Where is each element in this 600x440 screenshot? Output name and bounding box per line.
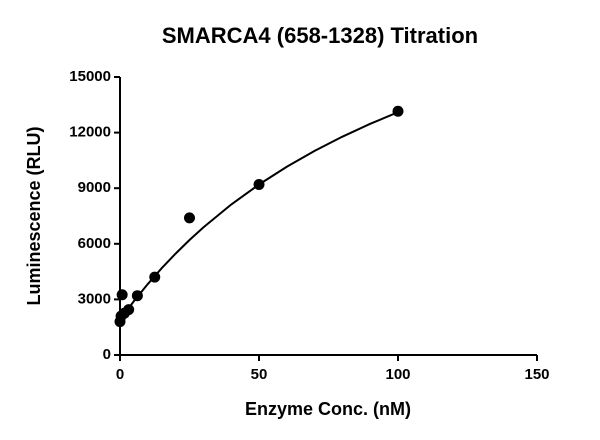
y-tick-label: 12000 [69,124,111,141]
y-tick-label: 0 [103,346,111,363]
data-point [149,271,161,283]
y-axis-label: Luminescence (RLU) [24,126,44,305]
x-tick-label: 100 [385,366,410,383]
y-tick-label: 6000 [78,235,111,252]
data-point [116,289,128,301]
data-point [184,212,195,224]
fit-curve [119,111,399,321]
x-tick-label: 0 [116,366,124,383]
data-point [131,290,143,302]
data-point [392,105,404,117]
y-tick-label: 15000 [69,68,111,85]
data-point [253,178,265,190]
x-tick-label: 150 [524,366,549,383]
x-tick-label: 50 [251,366,268,383]
x-axis-label: Enzyme Conc. (nM) [245,399,411,419]
y-tick-label: 3000 [78,290,111,307]
chart-title: SMARCA4 (658-1328) Titration [162,23,478,48]
data-point [123,304,135,316]
y-tick-label: 9000 [78,179,111,196]
